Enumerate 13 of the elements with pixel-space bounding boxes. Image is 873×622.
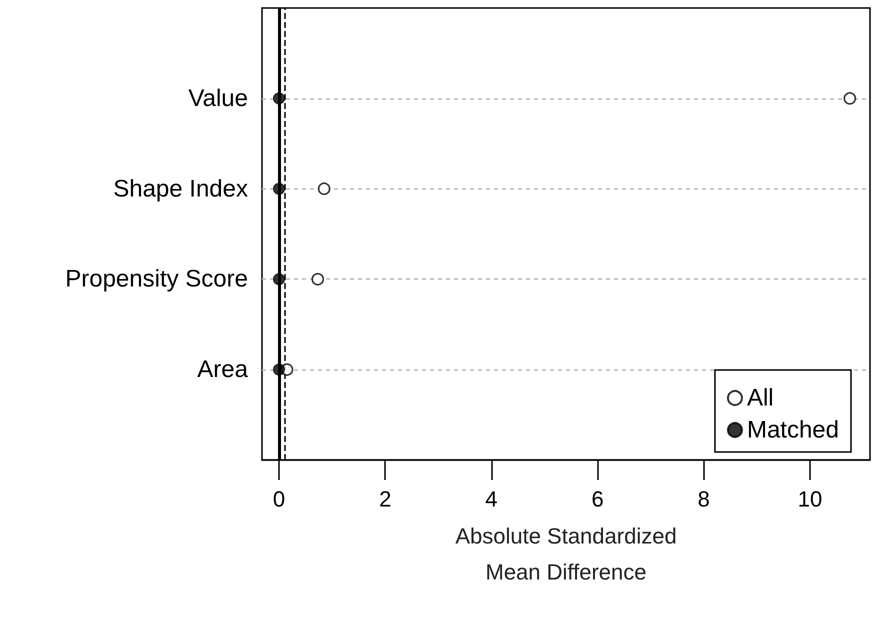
x-tick-label: 8 [698,486,710,512]
x-tick-label: 6 [591,486,604,512]
x-tick-label: 10 [798,486,822,512]
y-tick-label: Shape Index [113,175,248,202]
x-tick-label: 4 [485,486,498,512]
legend-label: Matched [746,416,840,444]
y-tick-label: Value [188,84,248,112]
x-tick-label: 0 [272,486,286,512]
y-tick-label: Propensity Score [65,266,248,293]
x-tick-label: 2 [379,486,392,512]
legend-label: All [746,384,774,412]
x-axis-title: Absolute Standardized Mean Difference [455,524,677,584]
y-tick-label: Area [197,356,249,384]
